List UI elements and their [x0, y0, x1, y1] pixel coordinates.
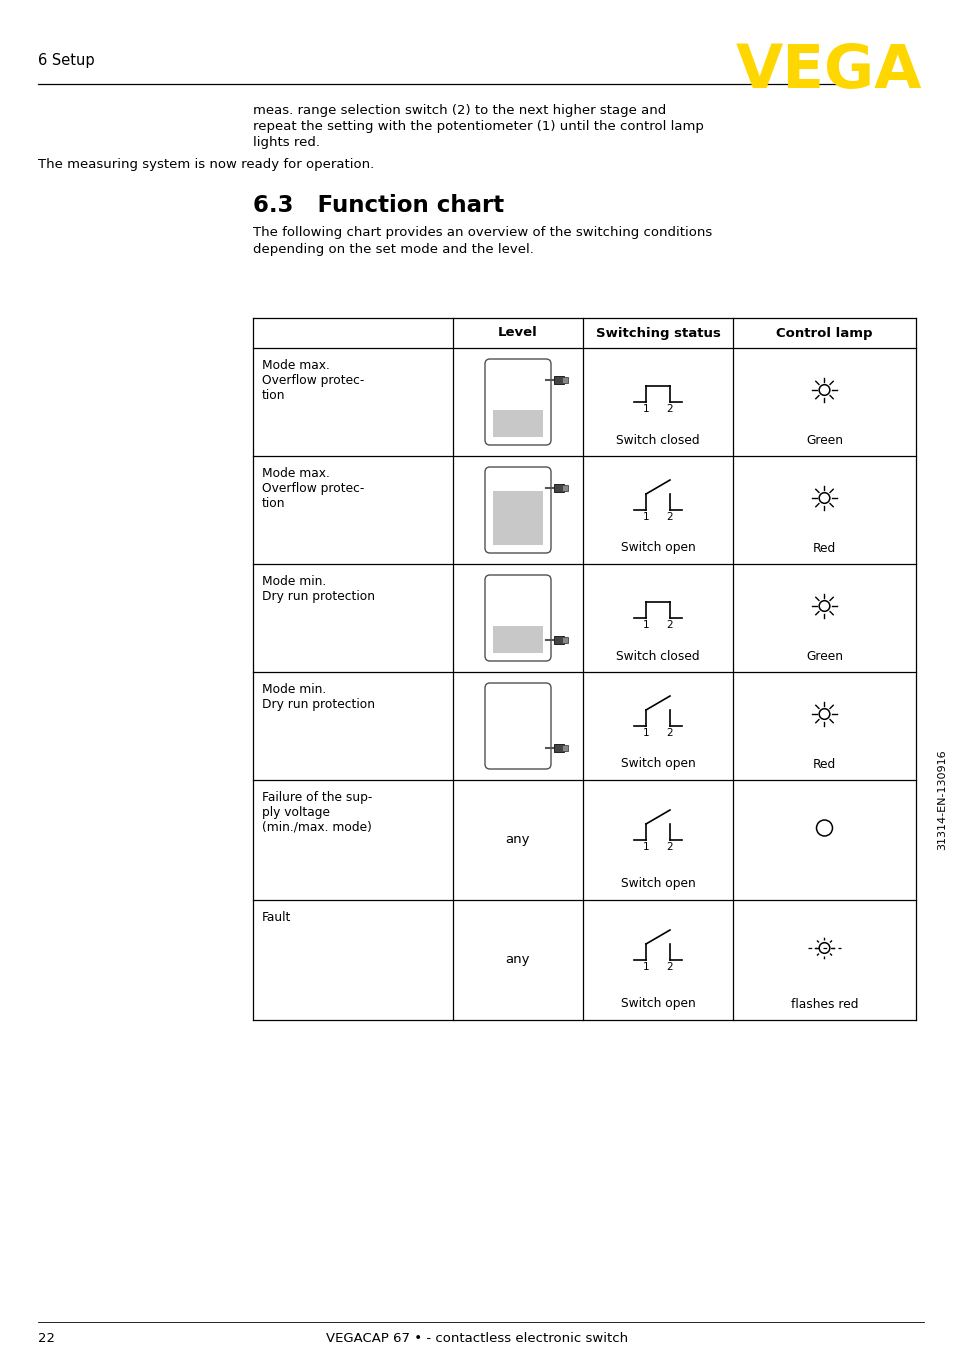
Text: flashes red: flashes red: [790, 998, 858, 1010]
Text: The measuring system is now ready for operation.: The measuring system is now ready for op…: [38, 158, 374, 171]
Bar: [493, 410, 542, 437]
Text: 6 Setup: 6 Setup: [38, 53, 94, 68]
Text: any: any: [505, 834, 530, 846]
Bar: [554, 376, 563, 385]
Text: (min./max. mode): (min./max. mode): [262, 821, 372, 834]
Text: Mode max.: Mode max.: [262, 467, 330, 481]
Text: meas. range selection switch (2) to the next higher stage and: meas. range selection switch (2) to the …: [253, 104, 665, 116]
Text: Green: Green: [805, 650, 842, 662]
Text: tion: tion: [262, 497, 285, 510]
Text: 1: 1: [642, 842, 649, 852]
FancyBboxPatch shape: [484, 467, 551, 552]
Text: Dry run protection: Dry run protection: [262, 590, 375, 603]
Text: Switch closed: Switch closed: [616, 650, 700, 662]
Bar: [493, 490, 542, 546]
Text: Switch open: Switch open: [620, 877, 695, 891]
Text: any: any: [505, 953, 530, 967]
Bar: [554, 636, 563, 645]
Text: Overflow protec-: Overflow protec-: [262, 482, 364, 496]
Text: Mode max.: Mode max.: [262, 359, 330, 372]
Text: Control lamp: Control lamp: [776, 326, 872, 340]
Text: Mode min.: Mode min.: [262, 682, 326, 696]
Bar: [561, 485, 567, 492]
Text: 2: 2: [666, 403, 673, 414]
Text: 2: 2: [666, 512, 673, 523]
Text: Switch open: Switch open: [620, 757, 695, 770]
Text: 1: 1: [642, 620, 649, 630]
Text: 1: 1: [642, 512, 649, 523]
Text: 2: 2: [666, 728, 673, 738]
Text: Switch open: Switch open: [620, 998, 695, 1010]
FancyBboxPatch shape: [484, 575, 551, 661]
Text: VEGACAP 67 • - contactless electronic switch: VEGACAP 67 • - contactless electronic sw…: [326, 1331, 627, 1345]
Text: lights red.: lights red.: [253, 135, 319, 149]
Text: 2: 2: [666, 842, 673, 852]
FancyBboxPatch shape: [484, 359, 551, 445]
Text: 2: 2: [666, 620, 673, 630]
Text: 22: 22: [38, 1331, 55, 1345]
Text: Failure of the sup-: Failure of the sup-: [262, 791, 372, 804]
Text: Mode min.: Mode min.: [262, 575, 326, 588]
Text: ply voltage: ply voltage: [262, 806, 330, 819]
Text: Overflow protec-: Overflow protec-: [262, 374, 364, 387]
Text: 1: 1: [642, 728, 649, 738]
Bar: [554, 743, 563, 751]
Bar: [554, 483, 563, 492]
Text: The following chart provides an overview of the switching conditions: The following chart provides an overview…: [253, 226, 712, 240]
Bar: [493, 626, 542, 653]
Text: Level: Level: [497, 326, 537, 340]
Text: Switch closed: Switch closed: [616, 433, 700, 447]
Bar: [561, 745, 567, 751]
Text: 2: 2: [666, 961, 673, 972]
Text: Fault: Fault: [262, 911, 291, 923]
Text: depending on the set mode and the level.: depending on the set mode and the level.: [253, 242, 534, 256]
Text: Red: Red: [812, 542, 835, 555]
Text: 1: 1: [642, 961, 649, 972]
Text: 31314-EN-130916: 31314-EN-130916: [936, 750, 946, 850]
Text: Switch open: Switch open: [620, 542, 695, 555]
Text: tion: tion: [262, 389, 285, 402]
Text: 1: 1: [642, 403, 649, 414]
Text: repeat the setting with the potentiometer (1) until the control lamp: repeat the setting with the potentiomete…: [253, 121, 703, 133]
Text: Dry run protection: Dry run protection: [262, 699, 375, 711]
Bar: [561, 376, 567, 383]
FancyBboxPatch shape: [484, 682, 551, 769]
Text: Switching status: Switching status: [595, 326, 720, 340]
Text: 6.3   Function chart: 6.3 Function chart: [253, 194, 503, 217]
Text: VEGA: VEGA: [735, 42, 921, 102]
Text: Red: Red: [812, 757, 835, 770]
Text: Green: Green: [805, 433, 842, 447]
Bar: [561, 636, 567, 643]
